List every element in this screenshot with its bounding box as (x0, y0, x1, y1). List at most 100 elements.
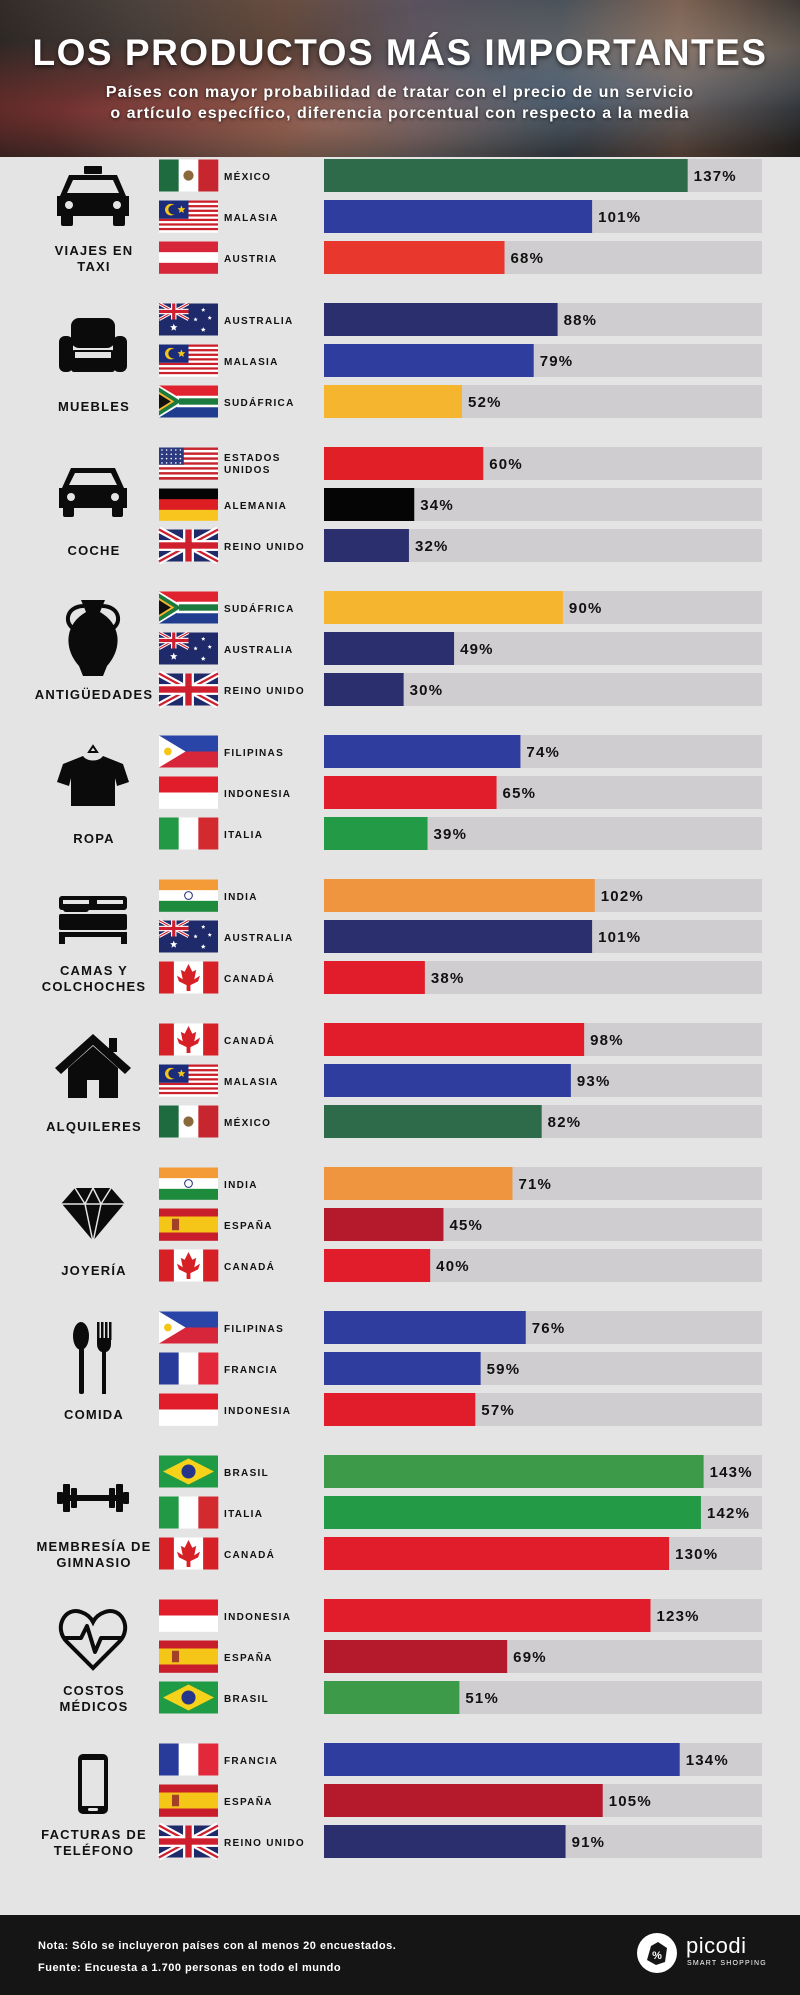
country-label-indonesia-comida: INDONESIA (224, 1406, 291, 1417)
bar-francia-facturas-de-telefono (324, 1743, 680, 1776)
country-label-espana-facturas-de-telefono: ESPAÑA (224, 1795, 273, 1808)
value-label-canada-camas-y-colchoches: 38% (431, 970, 465, 987)
bar-italia-ropa (324, 817, 428, 850)
value-label-reino-unido-coche: 32% (415, 538, 449, 555)
country-label-francia-comida: FRANCIA (224, 1365, 278, 1376)
bar-canada-joyeria (324, 1249, 431, 1282)
flag-malasia-muebles (159, 344, 218, 377)
bar-espana-joyeria (324, 1208, 444, 1241)
bar-estados-unidos-coche (324, 447, 484, 480)
logo-name: picodi (686, 1933, 747, 1958)
flag-filipinas-ropa (159, 735, 218, 768)
value-label-indonesia-costos-medicos: 123% (657, 1608, 700, 1625)
flag-indonesia-costos-medicos (159, 1599, 218, 1632)
header-banner: LOS PRODUCTOS MÁS IMPORTANTES Países con… (0, 0, 800, 157)
country-label-india-camas-y-colchoches: INDIA (224, 892, 258, 903)
value-label-filipinas-comida: 76% (532, 1320, 566, 1337)
flag-mexico-viajes-en-taxi (159, 159, 219, 192)
country-label-canada-membresia-de-gimnasio: CANADÁ (224, 1548, 275, 1561)
category-label-facturas-de-telefono: FACTURAS DE TELÉFONO (41, 1827, 147, 1858)
taxi-icon-viajes-en-taxi (57, 166, 129, 226)
flag-canada-camas-y-colchoches (159, 961, 219, 994)
flag-canada-joyeria (159, 1249, 219, 1282)
value-label-brasil-costos-medicos: 51% (465, 1690, 499, 1707)
category-label-muebles: MUEBLES (58, 399, 130, 414)
country-label-alemania-coche: ALEMANIA (224, 501, 287, 512)
footer-note: Nota: Sólo se incluyeron países con al m… (38, 1940, 397, 1952)
value-label-austria-viajes-en-taxi: 68% (511, 250, 545, 267)
flag-reino-unido-coche (157, 526, 220, 565)
value-label-estados-unidos-coche: 60% (489, 456, 523, 473)
country-label-canada-camas-y-colchoches: CANADÁ (224, 972, 275, 985)
country-label-malasia-viajes-en-taxi: MALASIA (224, 213, 279, 224)
flag-australia-antiguedades (158, 631, 218, 665)
value-label-alemania-coche: 34% (420, 497, 454, 514)
flag-francia-facturas-de-telefono (159, 1743, 219, 1776)
value-label-australia-camas-y-colchoches: 101% (598, 929, 641, 946)
flag-india-camas-y-colchoches (159, 879, 218, 912)
flag-espana-facturas-de-telefono (159, 1784, 218, 1817)
value-label-francia-facturas-de-telefono: 134% (686, 1752, 729, 1769)
flag-espana-costos-medicos (159, 1640, 218, 1673)
category-label-alquileres: ALQUILERES (46, 1119, 142, 1134)
bar-australia-antiguedades (324, 632, 455, 665)
value-label-malasia-muebles: 79% (540, 353, 574, 370)
value-label-malasia-alquileres: 93% (577, 1073, 611, 1090)
category-label-viajes-en-taxi: VIAJES EN TAXI (55, 243, 134, 274)
svg-text:%: % (652, 1950, 662, 1962)
bar-indonesia-costos-medicos (324, 1599, 651, 1632)
value-label-italia-membresia-de-gimnasio: 142% (707, 1505, 750, 1522)
country-label-brasil-costos-medicos: BRASIL (224, 1694, 269, 1705)
bar-reino-unido-coche (324, 529, 409, 562)
country-label-austria-viajes-en-taxi: AUSTRIA (224, 254, 278, 265)
footer: Nota: Sólo se incluyeron países con al m… (0, 1915, 800, 1995)
value-label-australia-antiguedades: 49% (460, 641, 494, 658)
country-label-sudafrica-antiguedades: SUDÁFRICA (224, 602, 295, 615)
bar-malasia-viajes-en-taxi (324, 200, 593, 233)
value-label-india-joyeria: 71% (518, 1176, 552, 1193)
heartbeat-icon-costos-medicos (59, 1609, 127, 1671)
flag-francia-comida (159, 1352, 219, 1385)
country-label-malasia-alquileres: MALASIA (224, 1077, 279, 1088)
cutlery-icon-comida (73, 1322, 112, 1394)
country-label-reino-unido-facturas-de-telefono: REINO UNIDO (224, 1838, 305, 1849)
bar-mexico-viajes-en-taxi (324, 159, 688, 192)
flag-filipinas-comida (159, 1311, 218, 1344)
value-label-espana-joyeria: 45% (449, 1217, 483, 1234)
value-label-sudafrica-muebles: 52% (468, 394, 502, 411)
flag-austria-viajes-en-taxi (159, 241, 218, 274)
value-label-canada-joyeria: 40% (436, 1258, 470, 1275)
flag-reino-unido-antiguedades (157, 670, 220, 709)
value-label-espana-costos-medicos: 69% (513, 1649, 547, 1666)
bar-india-camas-y-colchoches (324, 879, 595, 912)
bar-reino-unido-facturas-de-telefono (324, 1825, 566, 1858)
flag-indonesia-ropa (159, 776, 218, 809)
flag-india-joyeria (159, 1167, 218, 1200)
value-label-indonesia-ropa: 65% (503, 785, 537, 802)
bar-india-joyeria (324, 1167, 513, 1200)
country-label-brasil-membresia-de-gimnasio: BRASIL (224, 1468, 269, 1479)
phone-icon-facturas-de-telefono (78, 1754, 108, 1814)
value-label-sudafrica-antiguedades: 90% (569, 600, 603, 617)
value-label-canada-alquileres: 98% (590, 1032, 624, 1049)
value-label-filipinas-ropa: 74% (526, 744, 560, 761)
value-label-italia-ropa: 39% (434, 826, 468, 843)
country-label-reino-unido-coche: REINO UNIDO (224, 542, 305, 553)
bar-canada-alquileres (324, 1023, 585, 1056)
bar-italia-membresia-de-gimnasio (324, 1496, 701, 1529)
category-label-antiguedades: ANTIGÜEDADES (35, 687, 153, 702)
flag-alemania-coche (159, 488, 218, 521)
footer-source: Fuente: Encuesta a 1.700 personas en tod… (38, 1962, 342, 1974)
diamond-icon-joyeria (60, 1187, 126, 1244)
country-label-espana-costos-medicos: ESPAÑA (224, 1651, 273, 1664)
country-label-italia-membresia-de-gimnasio: ITALIA (224, 1509, 263, 1520)
flag-canada-alquileres (159, 1023, 219, 1056)
country-label-australia-camas-y-colchoches: AUSTRALIA (224, 933, 293, 944)
bar-canada-camas-y-colchoches (324, 961, 425, 994)
value-label-malasia-viajes-en-taxi: 101% (598, 209, 641, 226)
country-label-canada-joyeria: CANADÁ (224, 1260, 275, 1273)
bar-canada-membresia-de-gimnasio (324, 1537, 670, 1570)
flag-sudafrica-antiguedades (159, 591, 218, 624)
bar-austria-viajes-en-taxi (324, 241, 505, 274)
country-label-filipinas-comida: FILIPINAS (224, 1324, 284, 1335)
